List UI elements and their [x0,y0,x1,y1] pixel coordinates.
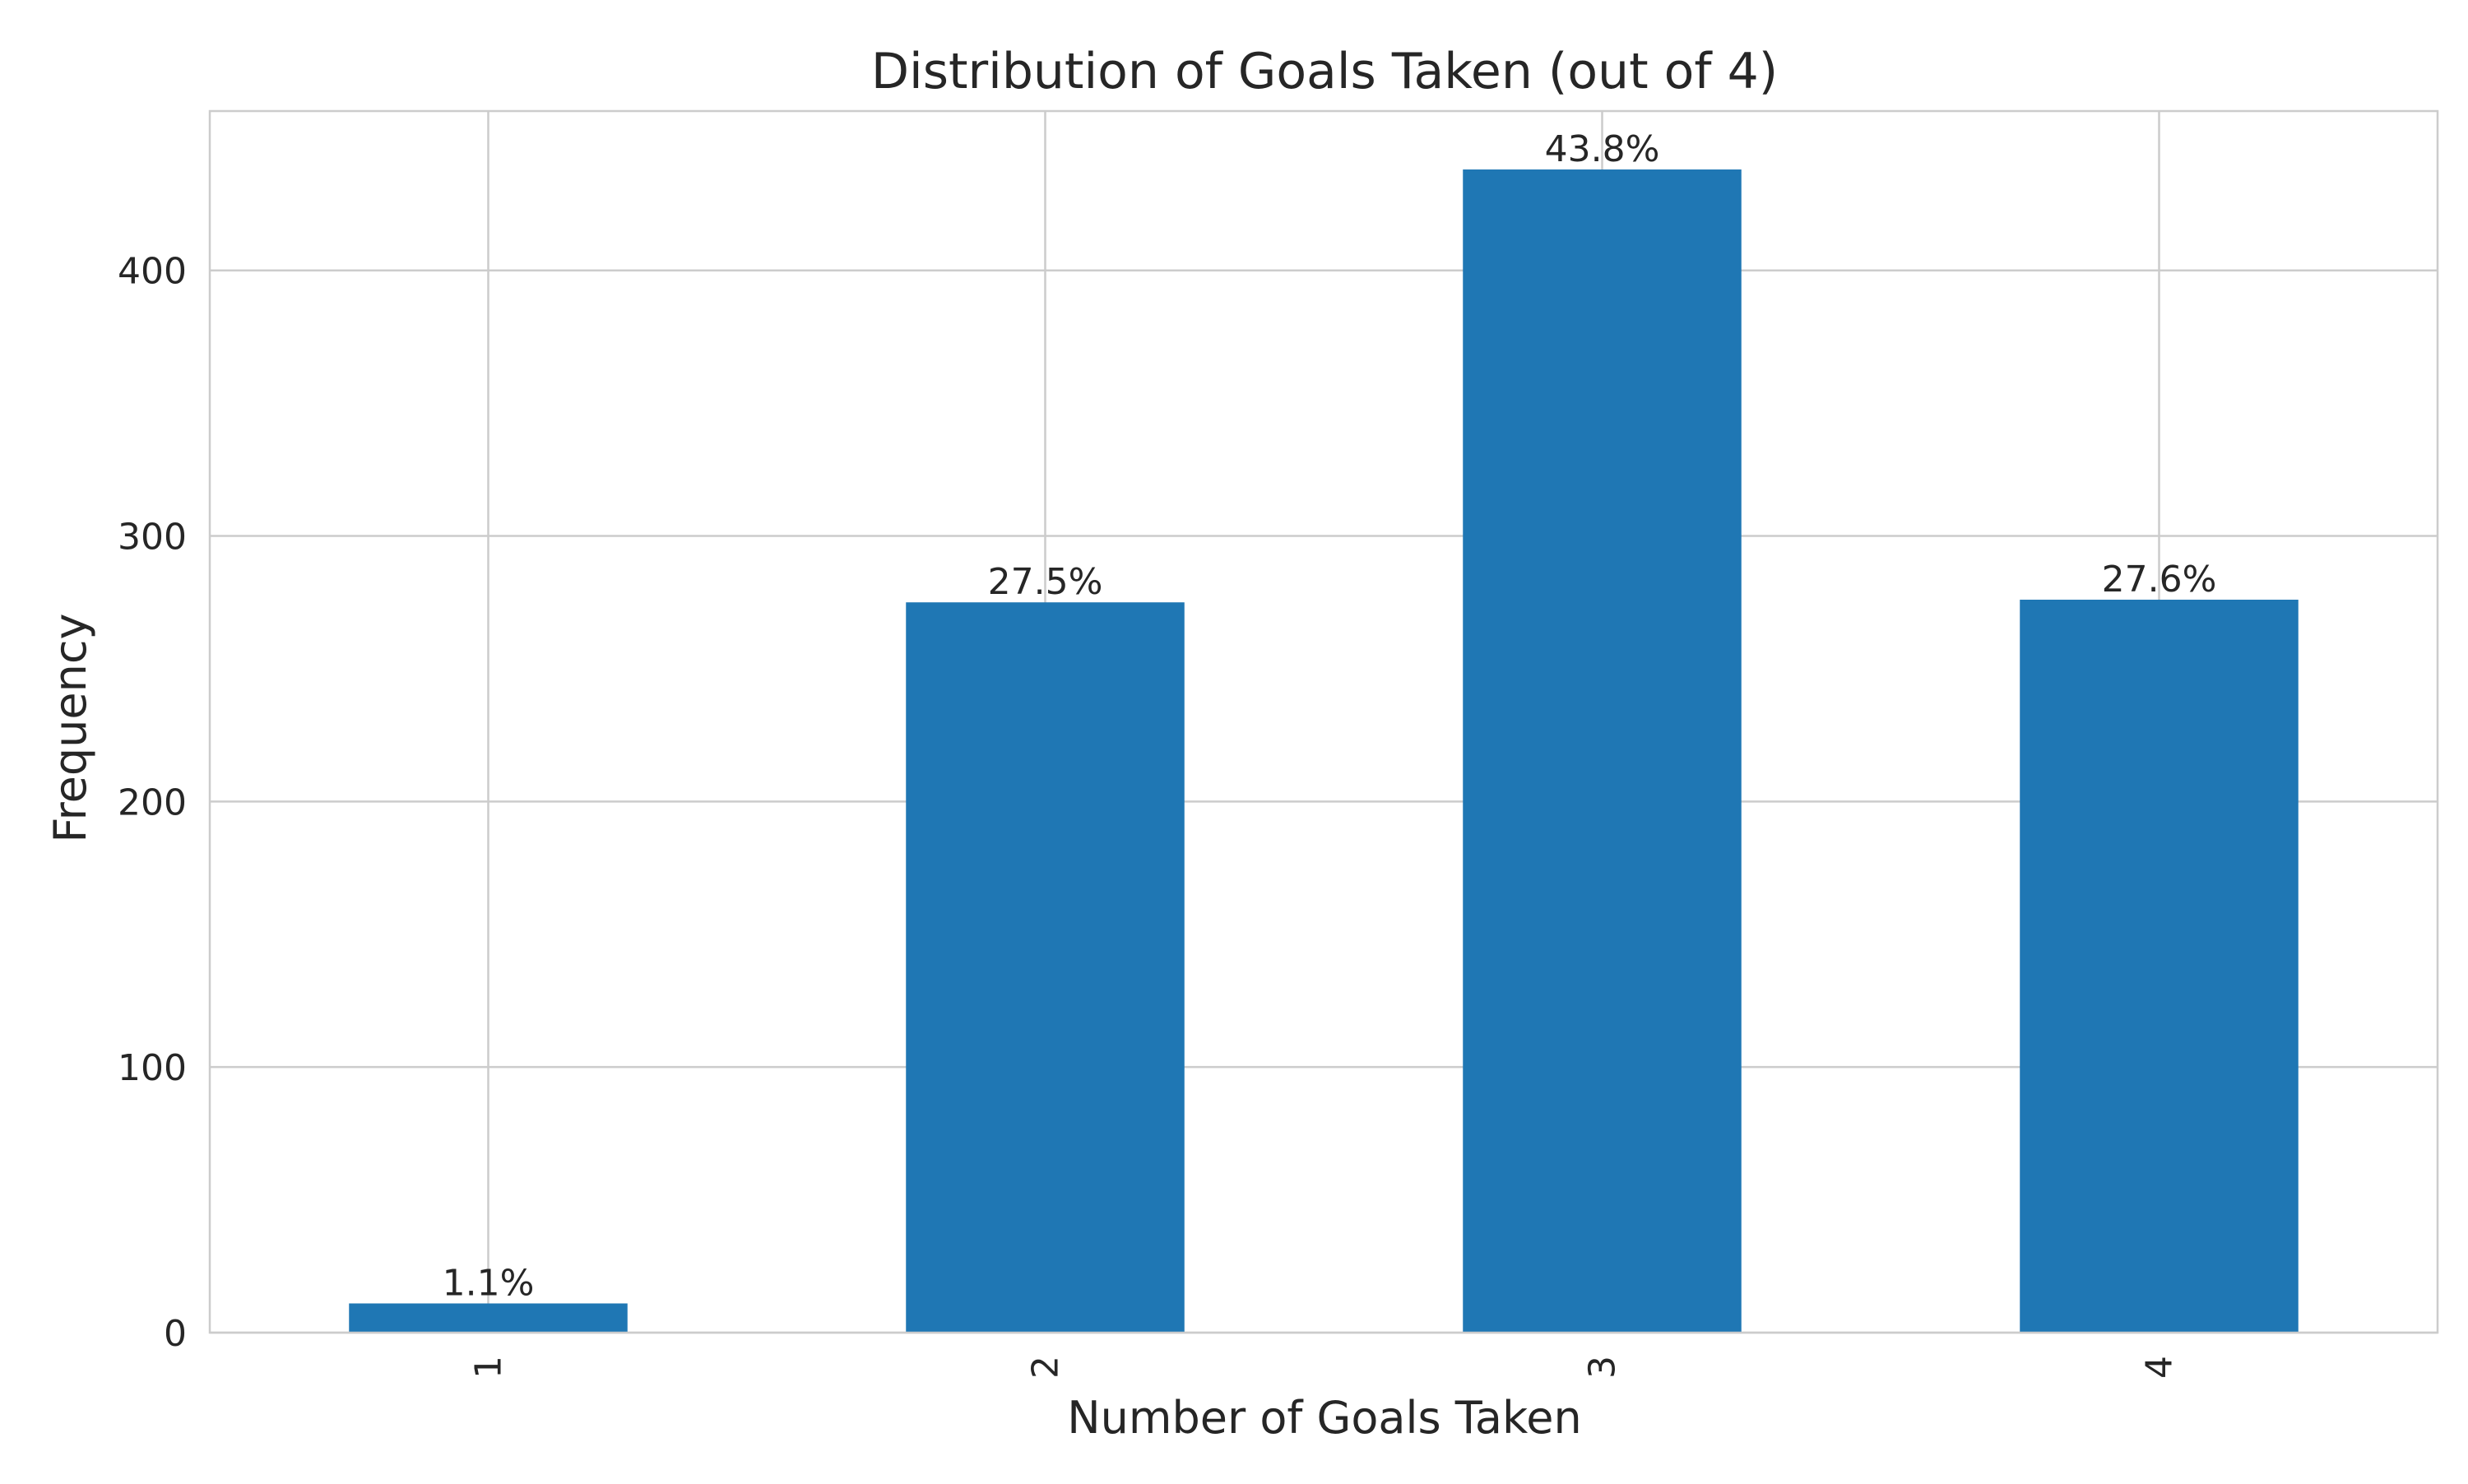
bar [1463,169,1742,1333]
x-tick-label: 1 [468,1356,510,1379]
bar-value-labels: 1.1% 27.5% 43.8% 27.6% [443,128,2217,1304]
bar-value-label: 27.5% [988,561,1103,603]
x-tick-labels: 1 2 3 4 [468,1356,2181,1379]
chart-title: Distribution of Goals Taken (out of 4) [871,43,1778,100]
bars [349,169,2299,1333]
y-tick-label: 400 [118,251,187,293]
bar [349,1303,628,1333]
y-axis-label: Frequency [44,614,96,843]
bar [2020,600,2299,1333]
y-tick-label: 100 [118,1047,187,1089]
x-tick-label: 2 [1025,1356,1067,1379]
x-tick-label: 3 [1582,1356,1624,1379]
bar-value-label: 43.8% [1545,128,1660,170]
x-tick-label: 4 [2139,1356,2181,1379]
bar-value-label: 27.6% [2102,559,2217,601]
bar [906,602,1185,1333]
y-tick-label: 300 [118,517,187,559]
x-axis-label: Number of Goals Taken [1067,1392,1582,1444]
y-tick-labels: 0 100 200 300 400 [118,251,187,1355]
y-tick-label: 0 [164,1313,187,1355]
bar-value-label: 1.1% [443,1262,535,1304]
plot-frame [208,109,2439,1334]
y-tick-label: 200 [118,781,187,823]
